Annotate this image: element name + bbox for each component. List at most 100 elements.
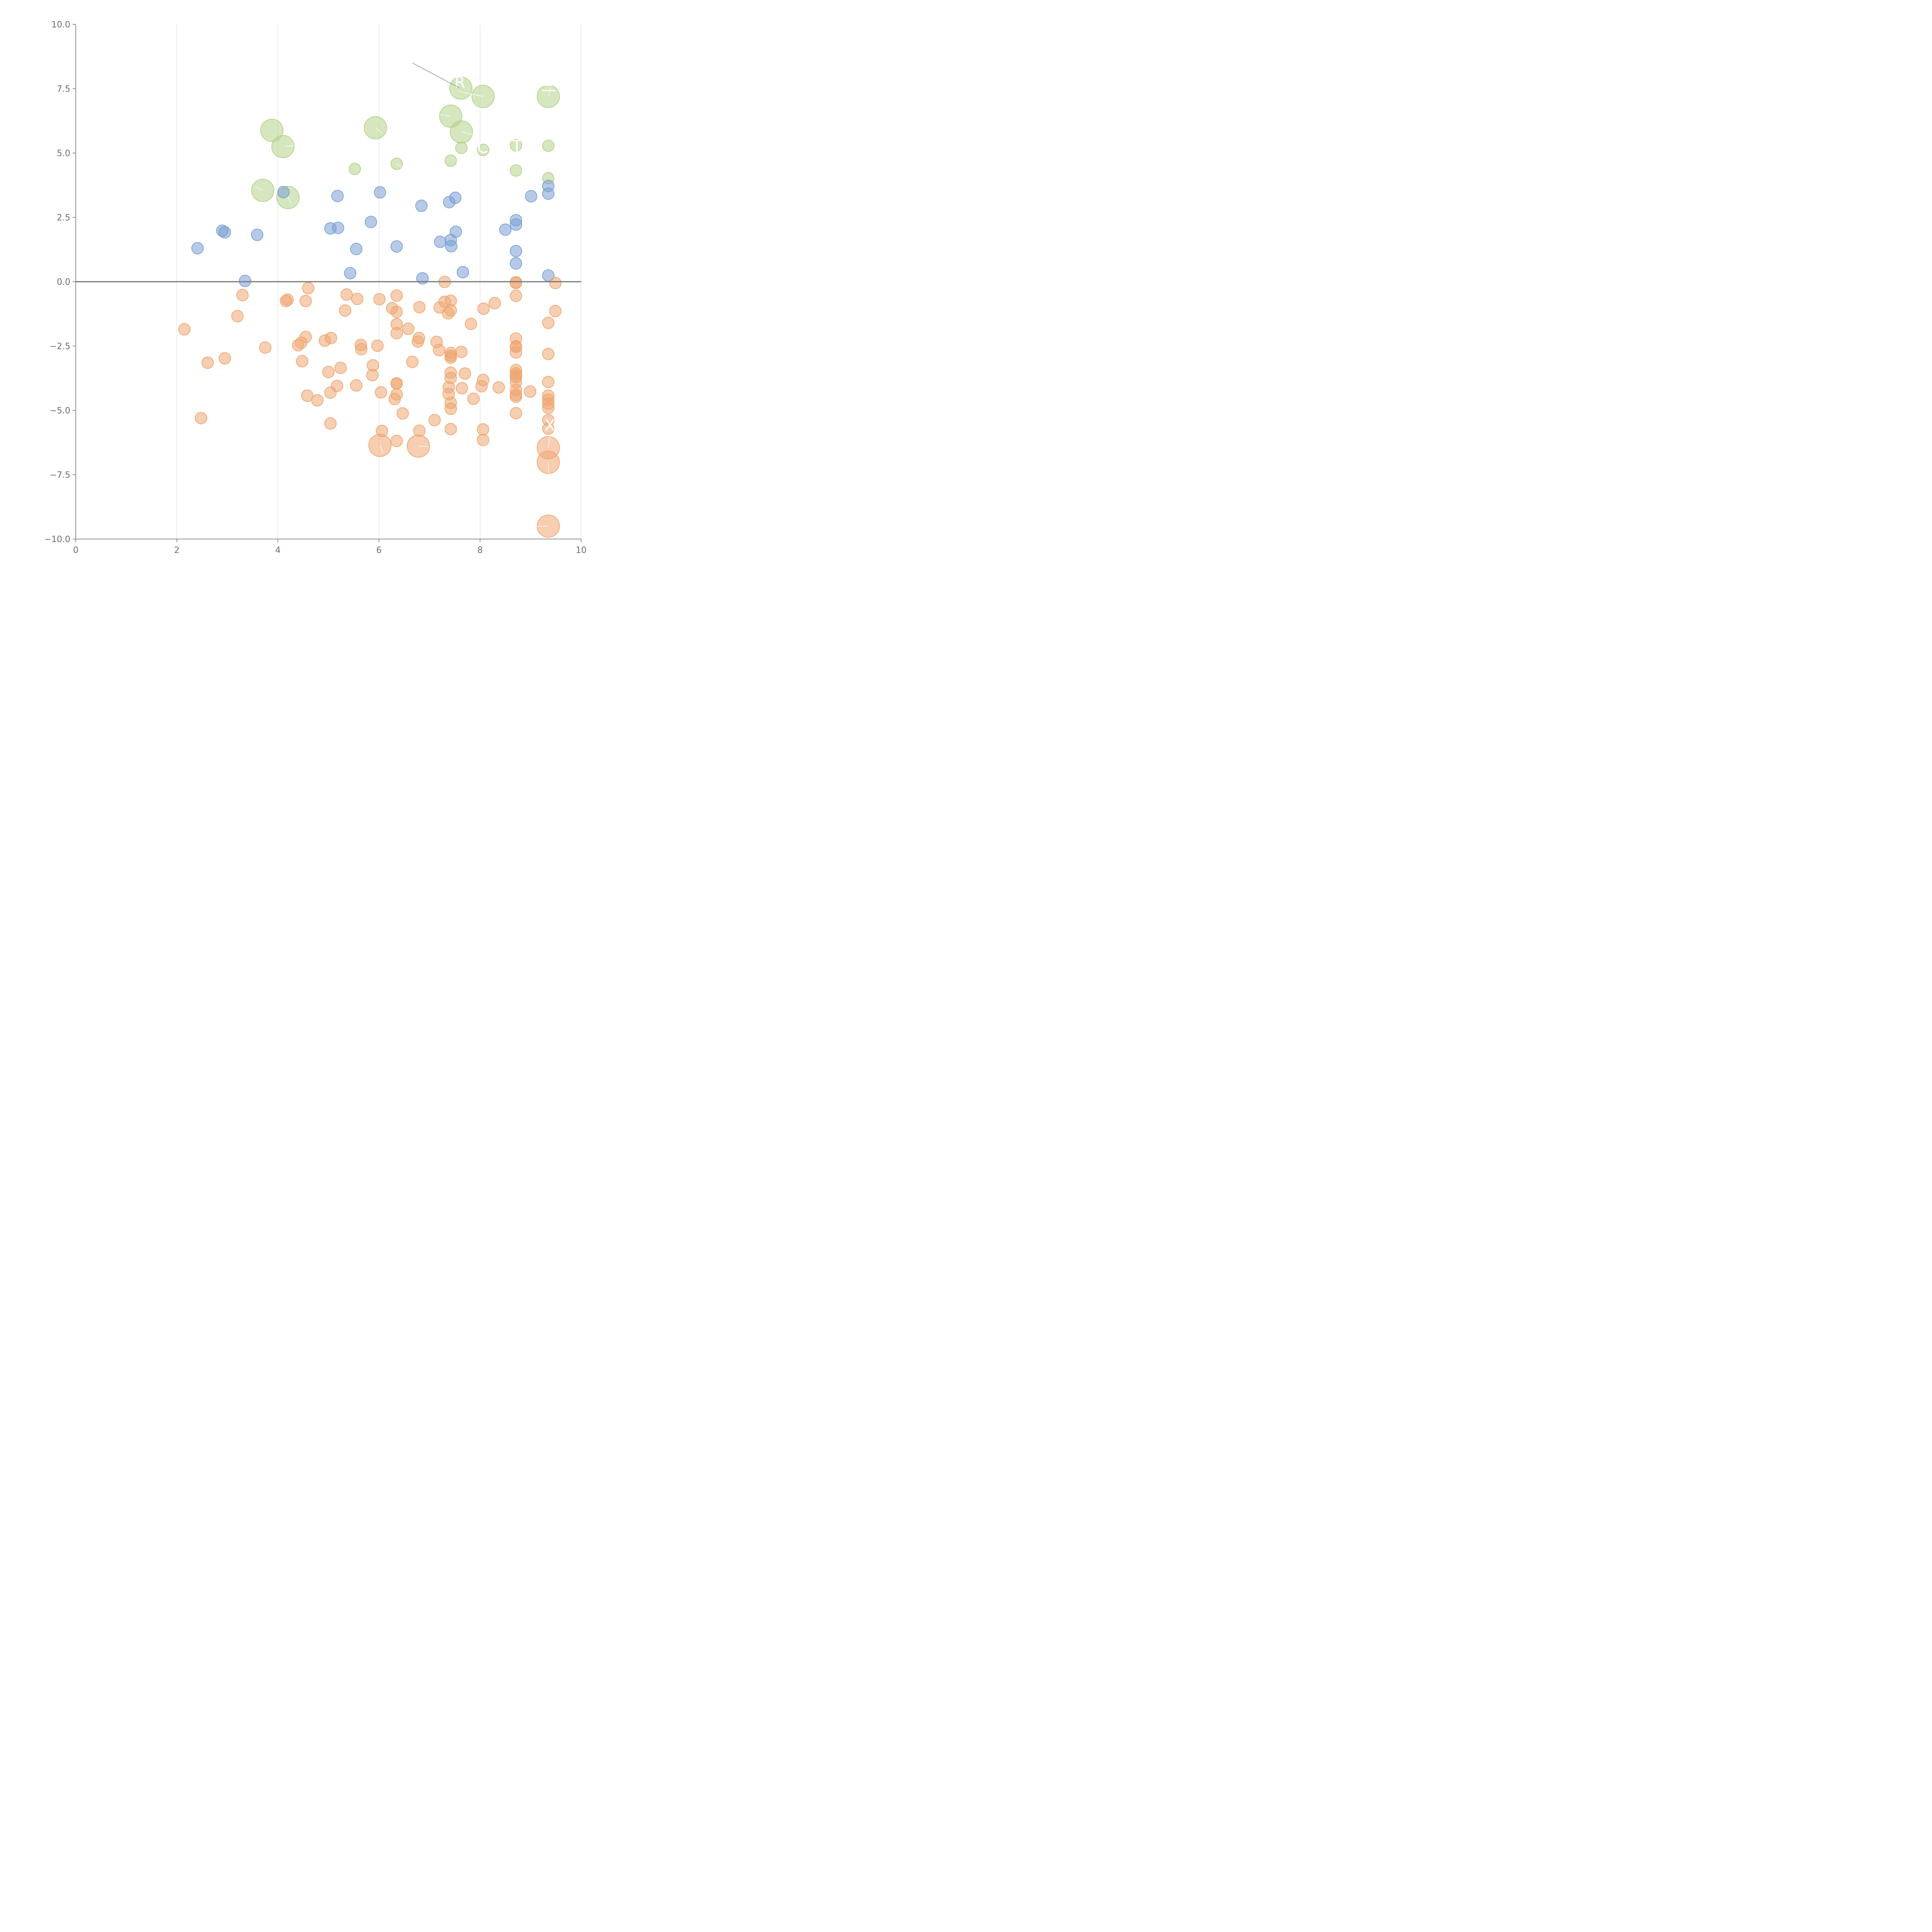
scatter-point — [477, 302, 490, 315]
x-tick-label: 8 — [477, 546, 483, 555]
leader-line — [548, 462, 549, 474]
leader-line — [255, 186, 263, 191]
scatter-point — [477, 434, 490, 446]
scatter-point — [542, 348, 554, 361]
scatter-point — [542, 187, 554, 200]
scatter-point — [510, 164, 522, 177]
scatter-point — [444, 351, 457, 364]
scatter-point — [444, 403, 457, 415]
scatter-point — [390, 435, 403, 447]
scatter-point — [373, 293, 386, 306]
y-tick-label: 5.0 — [57, 149, 70, 158]
scatter-point — [371, 339, 384, 352]
leader-line — [379, 445, 383, 453]
scatter-point — [311, 394, 324, 407]
axes-layer: 0 2 4 6 8 10 −10.0 −7.5 −5.0 −2.5 0.0 2.5 5.0 7.5 10.0 — [44, 20, 587, 555]
leader-line — [285, 145, 296, 147]
scatter-point — [499, 223, 512, 236]
scatter-point — [201, 356, 214, 369]
scatter-point — [455, 141, 468, 154]
scatter-point — [510, 407, 522, 420]
x-tick-label: 0 — [73, 546, 78, 555]
y-tick-label: 2.5 — [57, 213, 70, 223]
scatter-point — [456, 266, 469, 279]
scatter-point — [299, 294, 312, 307]
scatter-point — [456, 382, 468, 395]
scatter-point — [542, 376, 554, 388]
scatter-point — [239, 275, 252, 287]
scatter-point — [510, 245, 522, 257]
scatter-point — [364, 216, 377, 228]
leader-line — [548, 87, 551, 97]
y-tick-label: 7.5 — [57, 85, 70, 94]
scatter-point — [488, 297, 501, 310]
scatter-point — [542, 422, 554, 435]
scatter-point — [449, 77, 473, 100]
scatter-point — [549, 277, 562, 289]
scatter-point — [195, 412, 207, 424]
scatter-point — [402, 322, 415, 335]
scatter-point — [449, 225, 462, 238]
scatter-point — [281, 293, 294, 306]
leader-line — [418, 446, 429, 447]
scatter-point — [390, 305, 403, 318]
y-tick-label: −5.0 — [50, 406, 70, 416]
scatter-point — [351, 293, 364, 305]
scatter-point — [396, 407, 409, 420]
scatter-point — [413, 301, 426, 313]
scatter-point — [375, 386, 388, 399]
scatter-point — [296, 355, 308, 367]
scatter-point — [510, 346, 522, 359]
scatter-point — [218, 226, 231, 239]
x-tick-label: 10 — [576, 546, 587, 555]
y-tick-label: −7.5 — [50, 471, 70, 480]
scatter-point — [350, 243, 362, 255]
annotation-layer: R 三 C T X — [255, 63, 556, 527]
scatter-point — [390, 240, 403, 253]
scatter-point — [339, 304, 352, 317]
scatter-point — [510, 218, 522, 231]
scatter-point — [510, 139, 522, 152]
scatter-point — [542, 401, 554, 414]
y-tick-label: −2.5 — [50, 342, 70, 352]
scatter-point — [334, 362, 347, 374]
scatter-point — [260, 119, 284, 142]
leader-line — [375, 128, 382, 133]
points-layer — [178, 77, 562, 538]
leader-line — [412, 63, 460, 89]
scatter-point — [390, 388, 403, 401]
scatter-point — [434, 235, 447, 248]
leader-line — [396, 163, 402, 168]
scatter-point — [510, 390, 522, 403]
scatter-point — [413, 332, 425, 344]
scatter-point — [477, 374, 490, 386]
leader-line — [457, 91, 483, 97]
x-tick-label: 6 — [376, 546, 382, 555]
scatter-point — [344, 267, 357, 280]
scatter-point — [340, 288, 353, 301]
scatter-point — [218, 352, 231, 365]
scatter-point — [524, 385, 536, 398]
scatter-point — [449, 191, 462, 204]
annotation-label: R — [454, 74, 465, 92]
scatter-point — [549, 304, 562, 317]
scatter-point — [324, 417, 337, 430]
scatter-point — [428, 414, 441, 427]
scatter-point — [477, 144, 490, 156]
leader-line — [533, 526, 549, 527]
scatter-point — [390, 289, 403, 302]
annotation-label: 三 — [541, 77, 556, 95]
scatter-point — [277, 186, 290, 199]
scatter-point — [271, 135, 295, 158]
scatter-point — [259, 341, 272, 354]
scatter-point — [416, 272, 429, 285]
scatter-point — [390, 327, 403, 340]
scatter-point — [542, 316, 554, 329]
scatter-point — [251, 228, 264, 241]
scatter-point — [542, 139, 554, 152]
scatter-point — [444, 423, 457, 435]
y-tick-label: 0.0 — [57, 277, 70, 287]
scatter-point — [510, 289, 522, 302]
scatter-point — [349, 163, 361, 175]
annotation-label: X — [544, 417, 555, 435]
